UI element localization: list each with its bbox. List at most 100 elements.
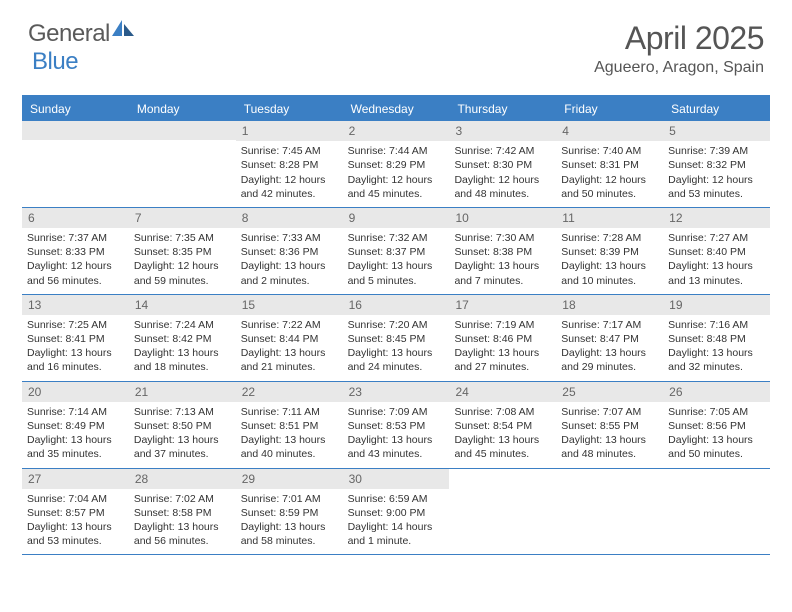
day-number: 8 [236,208,343,228]
daylight-line: Daylight: 13 hours and 7 minutes. [454,259,551,287]
sunset-line: Sunset: 8:36 PM [241,245,338,259]
day-content: Sunrise: 7:13 AMSunset: 8:50 PMDaylight:… [129,402,236,468]
sunset-line: Sunset: 8:47 PM [561,332,658,346]
day-number: 20 [22,382,129,402]
weekday-header: Saturday [663,97,770,121]
weekday-header: Sunday [22,97,129,121]
day-number: 10 [449,208,556,228]
day-content: Sunrise: 7:39 AMSunset: 8:32 PMDaylight:… [663,141,770,207]
day-number: 4 [556,121,663,141]
sunrise-line: Sunrise: 7:17 AM [561,318,658,332]
sunset-line: Sunset: 8:30 PM [454,158,551,172]
day-cell: 18Sunrise: 7:17 AMSunset: 8:47 PMDayligh… [556,295,663,381]
daylight-line: Daylight: 13 hours and 37 minutes. [134,433,231,461]
day-cell: 25Sunrise: 7:07 AMSunset: 8:55 PMDayligh… [556,382,663,468]
logo-sail-icon [110,18,136,43]
sunrise-line: Sunrise: 7:05 AM [668,405,765,419]
day-content: Sunrise: 7:24 AMSunset: 8:42 PMDaylight:… [129,315,236,381]
daylight-line: Daylight: 13 hours and 43 minutes. [348,433,445,461]
day-content: Sunrise: 7:17 AMSunset: 8:47 PMDaylight:… [556,315,663,381]
sunrise-line: Sunrise: 7:32 AM [348,231,445,245]
month-title: April 2025 [594,20,764,57]
day-cell: 29Sunrise: 7:01 AMSunset: 8:59 PMDayligh… [236,469,343,555]
daylight-line: Daylight: 13 hours and 16 minutes. [27,346,124,374]
daylight-line: Daylight: 13 hours and 56 minutes. [134,520,231,548]
daylight-line: Daylight: 13 hours and 32 minutes. [668,346,765,374]
day-content: Sunrise: 7:01 AMSunset: 8:59 PMDaylight:… [236,489,343,555]
day-content: Sunrise: 7:09 AMSunset: 8:53 PMDaylight:… [343,402,450,468]
sunrise-line: Sunrise: 7:44 AM [348,144,445,158]
daylight-line: Daylight: 13 hours and 13 minutes. [668,259,765,287]
sunset-line: Sunset: 8:28 PM [241,158,338,172]
day-number: 5 [663,121,770,141]
daylight-line: Daylight: 13 hours and 53 minutes. [27,520,124,548]
sunrise-line: Sunrise: 7:40 AM [561,144,658,158]
day-cell: 8Sunrise: 7:33 AMSunset: 8:36 PMDaylight… [236,208,343,294]
day-number: 12 [663,208,770,228]
sunrise-line: Sunrise: 7:20 AM [348,318,445,332]
sunset-line: Sunset: 8:59 PM [241,506,338,520]
day-number: 24 [449,382,556,402]
weekday-header: Tuesday [236,97,343,121]
day-cell: 13Sunrise: 7:25 AMSunset: 8:41 PMDayligh… [22,295,129,381]
daylight-line: Daylight: 13 hours and 5 minutes. [348,259,445,287]
day-number: 6 [22,208,129,228]
day-cell: 2Sunrise: 7:44 AMSunset: 8:29 PMDaylight… [343,121,450,207]
day-cell: 9Sunrise: 7:32 AMSunset: 8:37 PMDaylight… [343,208,450,294]
sunrise-line: Sunrise: 7:01 AM [241,492,338,506]
sunset-line: Sunset: 8:37 PM [348,245,445,259]
weekday-header-row: SundayMondayTuesdayWednesdayThursdayFrid… [22,97,770,121]
sunrise-line: Sunrise: 7:14 AM [27,405,124,419]
day-content: Sunrise: 7:08 AMSunset: 8:54 PMDaylight:… [449,402,556,468]
sunset-line: Sunset: 8:42 PM [134,332,231,346]
day-cell: 3Sunrise: 7:42 AMSunset: 8:30 PMDaylight… [449,121,556,207]
day-cell: 1Sunrise: 7:45 AMSunset: 8:28 PMDaylight… [236,121,343,207]
day-content: Sunrise: 7:11 AMSunset: 8:51 PMDaylight:… [236,402,343,468]
day-content: Sunrise: 7:25 AMSunset: 8:41 PMDaylight:… [22,315,129,381]
day-number: 17 [449,295,556,315]
day-content: Sunrise: 6:59 AMSunset: 9:00 PMDaylight:… [343,489,450,555]
daylight-line: Daylight: 12 hours and 56 minutes. [27,259,124,287]
sunrise-line: Sunrise: 7:42 AM [454,144,551,158]
day-cell: 22Sunrise: 7:11 AMSunset: 8:51 PMDayligh… [236,382,343,468]
day-cell: 28Sunrise: 7:02 AMSunset: 8:58 PMDayligh… [129,469,236,555]
sunset-line: Sunset: 8:50 PM [134,419,231,433]
daylight-line: Daylight: 13 hours and 2 minutes. [241,259,338,287]
day-cell: 14Sunrise: 7:24 AMSunset: 8:42 PMDayligh… [129,295,236,381]
day-number: 11 [556,208,663,228]
sunset-line: Sunset: 8:44 PM [241,332,338,346]
daylight-line: Daylight: 13 hours and 35 minutes. [27,433,124,461]
day-cell: 16Sunrise: 7:20 AMSunset: 8:45 PMDayligh… [343,295,450,381]
daylight-line: Daylight: 13 hours and 40 minutes. [241,433,338,461]
sunrise-line: Sunrise: 7:37 AM [27,231,124,245]
daylight-line: Daylight: 13 hours and 45 minutes. [454,433,551,461]
day-cell: 20Sunrise: 7:14 AMSunset: 8:49 PMDayligh… [22,382,129,468]
day-cell: 21Sunrise: 7:13 AMSunset: 8:50 PMDayligh… [129,382,236,468]
sunset-line: Sunset: 8:53 PM [348,419,445,433]
day-content: Sunrise: 7:28 AMSunset: 8:39 PMDaylight:… [556,228,663,294]
sunrise-line: Sunrise: 7:24 AM [134,318,231,332]
day-content: Sunrise: 7:20 AMSunset: 8:45 PMDaylight:… [343,315,450,381]
day-number: 27 [22,469,129,489]
day-number: 29 [236,469,343,489]
empty-day-cell [663,469,770,555]
sunset-line: Sunset: 8:39 PM [561,245,658,259]
week-row: 6Sunrise: 7:37 AMSunset: 8:33 PMDaylight… [22,208,770,295]
day-number: 13 [22,295,129,315]
sunrise-line: Sunrise: 7:02 AM [134,492,231,506]
day-number: 7 [129,208,236,228]
day-content: Sunrise: 7:33 AMSunset: 8:36 PMDaylight:… [236,228,343,294]
day-number: 22 [236,382,343,402]
sunset-line: Sunset: 8:54 PM [454,419,551,433]
day-number: 18 [556,295,663,315]
day-cell: 19Sunrise: 7:16 AMSunset: 8:48 PMDayligh… [663,295,770,381]
day-content: Sunrise: 7:19 AMSunset: 8:46 PMDaylight:… [449,315,556,381]
sunset-line: Sunset: 8:33 PM [27,245,124,259]
day-content: Sunrise: 7:04 AMSunset: 8:57 PMDaylight:… [22,489,129,555]
sunset-line: Sunset: 8:35 PM [134,245,231,259]
day-number: 19 [663,295,770,315]
sunset-line: Sunset: 8:57 PM [27,506,124,520]
day-cell: 27Sunrise: 7:04 AMSunset: 8:57 PMDayligh… [22,469,129,555]
day-number: 16 [343,295,450,315]
sunrise-line: Sunrise: 7:27 AM [668,231,765,245]
